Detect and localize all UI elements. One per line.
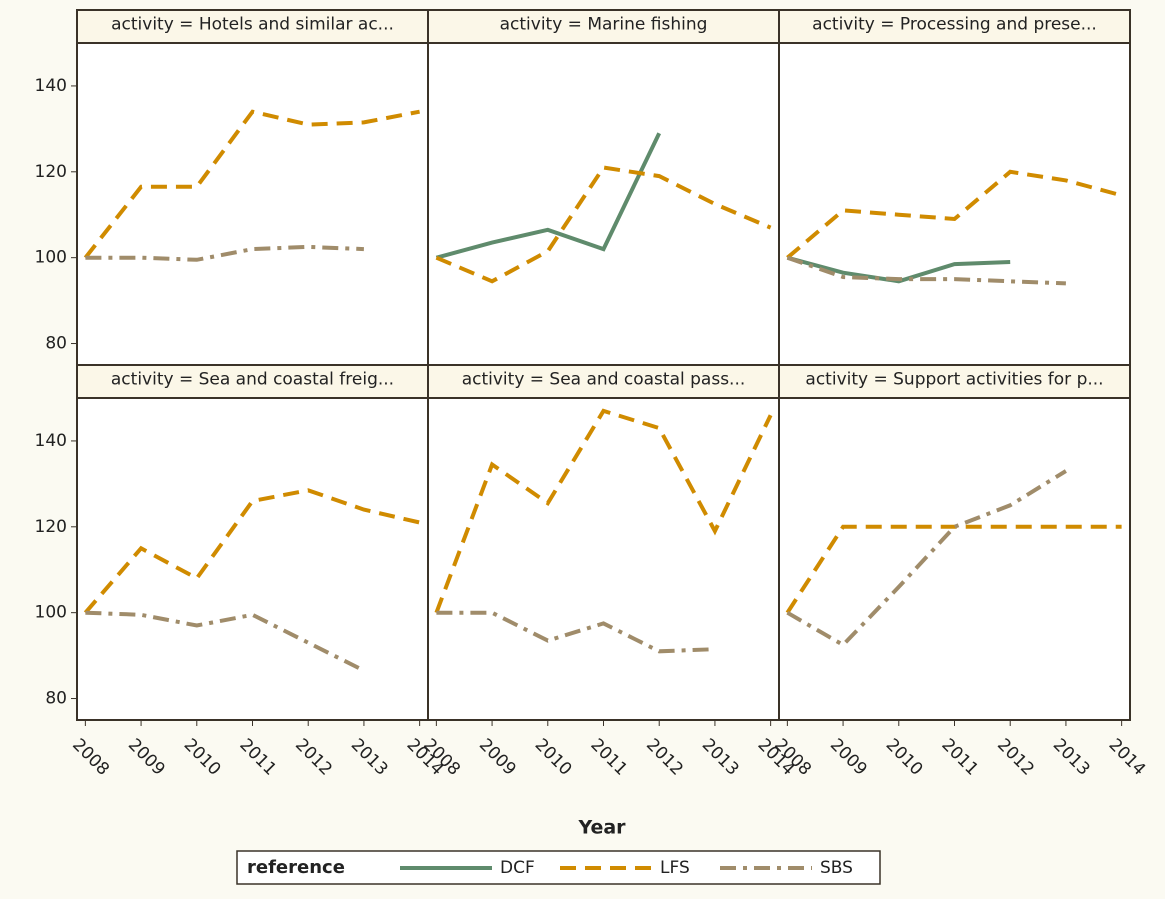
series-line: [786, 255, 1066, 286]
legend-label: LFS: [660, 858, 690, 878]
y-tick-label: 140: [35, 76, 67, 96]
series-line: [786, 169, 1123, 260]
panel-title: activity = Sea and coastal freig...: [111, 370, 394, 390]
panel-title: activity = Marine fishing: [500, 15, 708, 35]
y-tick-label: 80: [45, 689, 67, 709]
y-tick-label: 80: [45, 334, 67, 354]
panel-header: [76, 9, 429, 44]
panel-title: activity = Sea and coastal pass...: [462, 370, 746, 390]
y-tick-label: 120: [35, 517, 67, 537]
panel-title: activity = Hotels and similar ac...: [111, 15, 394, 35]
legend-box: [236, 850, 881, 885]
y-tick-label: 140: [35, 431, 67, 451]
plot-area: [427, 397, 780, 721]
plot-area: [76, 397, 429, 721]
plot-area: [778, 42, 1131, 366]
legend-title: reference: [247, 857, 345, 878]
legend-label: DCF: [500, 858, 535, 878]
series-line: [85, 610, 365, 673]
series-line: [83, 109, 420, 259]
panel-header: [76, 364, 429, 399]
series-line: [434, 408, 773, 614]
plot-area: [778, 397, 1131, 721]
y-tick-label: 100: [35, 603, 67, 623]
series-line: [435, 132, 662, 260]
series-line: [435, 165, 772, 284]
series-line: [85, 244, 364, 262]
panel-title: activity = Support activities for p...: [805, 370, 1103, 390]
y-tick-label: 120: [35, 162, 67, 182]
series-line: [436, 610, 715, 654]
plot-area: [427, 42, 780, 366]
series-line: [786, 469, 1067, 648]
plot-area: [76, 42, 429, 366]
panel-title: activity = Processing and prese...: [812, 15, 1097, 35]
series-line: [786, 255, 1011, 284]
y-tick-label: 100: [35, 248, 67, 268]
series-line: [83, 488, 421, 615]
series-line: [785, 524, 1122, 614]
panel-header: [778, 9, 1131, 44]
x-axis-label: Year: [577, 817, 626, 839]
legend-label: SBS: [820, 858, 853, 878]
panel-header: [778, 364, 1131, 399]
